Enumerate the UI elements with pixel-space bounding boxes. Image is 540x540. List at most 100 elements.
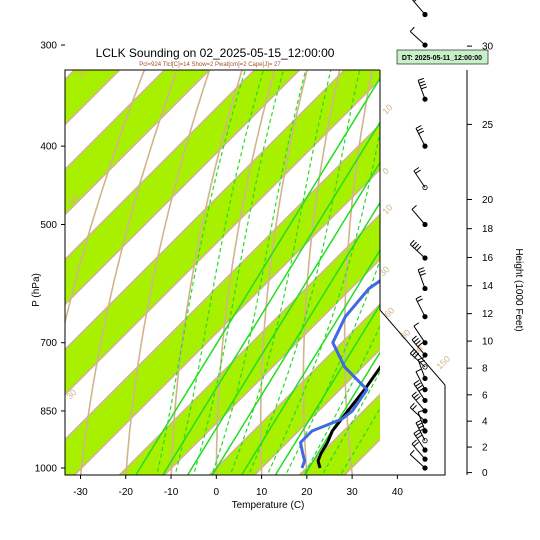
wind-barb-shaft xyxy=(411,0,426,15)
wind-barb-shaft xyxy=(413,433,426,451)
moist-adiabat xyxy=(156,70,246,475)
dt-box: DT: 2025-05-11_12:00:00 xyxy=(396,49,489,65)
temperature-tick-label: -10 xyxy=(164,487,179,498)
wind-barb-flag xyxy=(416,385,423,390)
isotherm-line xyxy=(511,0,540,488)
wind-barb-flag xyxy=(413,441,419,447)
wind-barb-flag xyxy=(411,391,417,397)
wind-barb-shaft xyxy=(417,359,426,379)
chart-title: LCLK Sounding on 02_2025-05-15_12:00:00 xyxy=(96,46,335,60)
x-axis-label: Temperature (C) xyxy=(232,500,305,511)
wind-barb-flag xyxy=(416,434,423,439)
height-tick-label: 0 xyxy=(482,468,488,479)
wind-barb-flag xyxy=(416,245,422,251)
isotherm-line xyxy=(65,70,391,396)
wind-barb-shaft xyxy=(409,454,426,469)
wind-barb-flag xyxy=(409,402,415,408)
wind-barb-shaft xyxy=(413,325,426,343)
moist-adiabat xyxy=(174,70,265,475)
wind-barbs xyxy=(409,0,428,471)
mixing-ratio-line xyxy=(135,70,387,475)
y2-axis-label: Height (1000 Feet) xyxy=(513,248,524,331)
wind-barb-shaft xyxy=(411,395,426,412)
moist-adiabat xyxy=(321,214,460,475)
wind-barb-flag xyxy=(417,77,424,81)
isotherm-line xyxy=(65,70,346,351)
wind-barb-flag xyxy=(415,395,421,401)
dry-adiabat xyxy=(170,70,243,475)
isotherm-line xyxy=(118,133,460,475)
wind-barb-flag xyxy=(419,80,425,84)
wind-barb-flag xyxy=(417,357,424,361)
temperature-tick-label: 30 xyxy=(347,487,359,498)
isotherm-line xyxy=(466,0,540,488)
height-tick-label: 18 xyxy=(482,224,494,235)
wind-barb-flag xyxy=(415,368,422,373)
wind-barb-shaft xyxy=(417,269,426,289)
height-tick-label: 25 xyxy=(482,120,494,131)
wind-barb-flag xyxy=(418,130,425,135)
wind-barb-flag xyxy=(412,241,417,247)
wind-barb-flag xyxy=(417,298,423,302)
dry-adiabat xyxy=(302,70,341,475)
height-tick-label: 4 xyxy=(482,417,488,428)
wind-barb-shaft xyxy=(415,128,426,147)
dt-label: DT: 2025-05-11_12:00:00 xyxy=(402,55,482,62)
temperature-tick-label: 0 xyxy=(214,487,220,498)
wind-barb-shaft xyxy=(415,371,426,390)
wind-barb-flag xyxy=(415,432,421,437)
dewpoint-profile xyxy=(299,210,460,469)
y-axis-label: P (hPa) xyxy=(31,273,42,307)
height-tick-label: 14 xyxy=(482,281,494,292)
wind-barb-flag xyxy=(413,167,420,172)
pressure-tick-label: 1000 xyxy=(35,464,58,475)
dry-adiabat xyxy=(215,70,276,475)
sounding-series xyxy=(299,210,460,469)
pressure-tick-label: 700 xyxy=(40,338,57,349)
temperature-axis: -30 -20 -10 0 10 20 30 40 xyxy=(73,475,403,498)
wind-barb-shaft xyxy=(417,80,426,100)
moist-adiabat xyxy=(192,70,285,475)
dry-adiabat xyxy=(259,70,308,475)
wind-barb-shaft xyxy=(413,383,426,401)
wind-barb-flag xyxy=(415,340,421,345)
moist-adiabat xyxy=(229,70,332,475)
dry-adiabat xyxy=(532,0,540,489)
wind-barb-flag xyxy=(413,0,417,2)
wind-barb-flag xyxy=(415,125,422,129)
height-tick-label: 30 xyxy=(482,42,494,53)
height-tick-label: 20 xyxy=(482,195,494,206)
height-axis: 02468101214161820253035404550 xyxy=(467,42,494,479)
wind-barb-shaft xyxy=(409,31,426,46)
wind-barb-flag xyxy=(409,239,415,245)
height-tick-label: 6 xyxy=(482,390,488,401)
pressure-tick-label: 850 xyxy=(40,406,57,417)
dry-adiabat xyxy=(125,70,211,475)
wind-barb-flag xyxy=(413,322,420,327)
isotherm-line xyxy=(163,178,460,475)
pressure-tick-label: 500 xyxy=(40,220,57,231)
wind-station-dot xyxy=(422,96,428,102)
wind-barb-flag xyxy=(414,243,420,249)
mixing-ratio-line xyxy=(274,173,460,475)
wind-barb-flag xyxy=(413,380,420,385)
wind-barb-shaft xyxy=(409,407,426,422)
temperature-band xyxy=(466,0,540,489)
height-tick-label: 16 xyxy=(482,253,494,264)
wind-barb-flag xyxy=(420,272,427,276)
isotherm-line xyxy=(65,70,436,441)
dry-adiabat xyxy=(459,206,460,246)
wind-barb-flag xyxy=(421,86,428,90)
dry-adiabat xyxy=(65,70,146,326)
wind-barb-flag xyxy=(415,419,422,424)
wind-barb-shaft xyxy=(411,339,426,356)
wind-barb-flag xyxy=(415,382,421,387)
wind-barb-shaft xyxy=(411,208,426,225)
wind-barb-flag xyxy=(409,449,415,455)
wind-barb-shaft xyxy=(415,298,426,317)
wind-barb-flag xyxy=(420,83,427,87)
wind-barb-shaft xyxy=(409,244,426,259)
wind-barb-flag xyxy=(411,335,417,341)
height-tick-label: 12 xyxy=(482,309,494,320)
